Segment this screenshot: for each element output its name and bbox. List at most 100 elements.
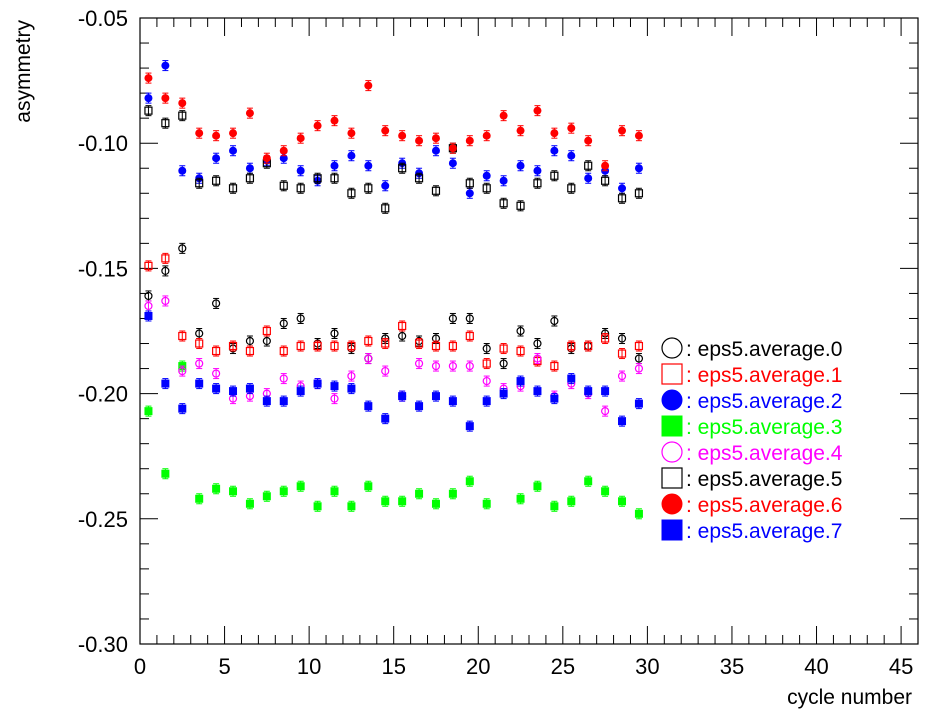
data-point xyxy=(431,186,441,195)
data-point xyxy=(448,144,457,153)
data-point xyxy=(567,184,576,193)
data-point xyxy=(448,159,457,168)
data-point xyxy=(178,244,187,253)
data-point xyxy=(144,407,153,416)
data-point xyxy=(550,316,559,326)
data-point xyxy=(431,499,440,508)
data-point xyxy=(533,179,542,188)
legend-marker xyxy=(661,389,683,411)
y-axis-tick-labels: -0.30 -0.25 -0.20 -0.15 -0.10 -0.05 xyxy=(78,6,128,657)
y-tick-label: -0.20 xyxy=(78,382,128,407)
data-point xyxy=(381,181,390,190)
data-point xyxy=(229,129,238,138)
data-point xyxy=(229,487,238,496)
data-point xyxy=(161,266,170,276)
data-point xyxy=(533,482,542,491)
data-point xyxy=(279,146,288,155)
data-point xyxy=(601,407,610,416)
y-tick-label: -0.05 xyxy=(78,6,128,31)
legend-marker xyxy=(661,441,683,463)
data-point xyxy=(178,366,187,376)
data-point xyxy=(347,189,356,198)
data-point xyxy=(617,349,627,358)
data-point xyxy=(364,81,373,90)
data-point xyxy=(415,489,424,498)
x-tick-label: 45 xyxy=(889,654,913,679)
data-point xyxy=(465,331,474,341)
data-point xyxy=(516,161,525,170)
data-point xyxy=(381,366,390,376)
x-tick-label: 10 xyxy=(297,654,321,679)
data-point xyxy=(279,319,288,328)
data-point xyxy=(381,414,390,423)
data-point xyxy=(448,397,457,406)
data-point xyxy=(465,477,474,486)
data-point xyxy=(364,354,373,363)
data-point xyxy=(245,109,254,118)
data-point xyxy=(415,136,424,145)
data-point xyxy=(482,184,491,193)
data-point xyxy=(381,204,390,213)
data-point xyxy=(567,497,576,506)
data-point xyxy=(212,346,221,356)
data-point xyxy=(330,174,339,183)
data-point xyxy=(330,116,339,125)
data-point xyxy=(567,341,576,351)
data-point xyxy=(617,334,627,343)
data-point xyxy=(465,361,474,371)
data-point xyxy=(381,339,390,348)
data-point xyxy=(347,151,356,160)
data-point xyxy=(516,346,525,356)
y-tick-label: -0.25 xyxy=(78,507,128,532)
data-point xyxy=(533,387,542,396)
data-point xyxy=(448,314,457,323)
data-point xyxy=(279,487,288,496)
data-point xyxy=(550,361,559,371)
data-point xyxy=(195,339,204,348)
x-tick-label: 5 xyxy=(218,654,230,679)
data-point xyxy=(567,374,576,383)
data-point xyxy=(296,314,305,323)
legend-marker xyxy=(661,415,683,437)
data-point xyxy=(195,379,204,388)
data-point xyxy=(296,166,305,175)
legend-label: : eps5.average.5 xyxy=(686,468,842,491)
data-point xyxy=(347,371,356,381)
data-point xyxy=(533,106,542,115)
x-axis-label: cycle number xyxy=(787,686,912,709)
data-point xyxy=(144,106,153,115)
data-point xyxy=(550,171,559,180)
series-3 xyxy=(144,360,643,520)
data-point xyxy=(618,417,627,426)
data-point xyxy=(296,341,305,351)
y-axis-label: asymmetry xyxy=(12,20,35,123)
data-point xyxy=(364,161,373,170)
data-point xyxy=(634,354,644,363)
data-point xyxy=(296,184,305,193)
data-point xyxy=(482,131,491,140)
data-point xyxy=(634,341,644,351)
data-point xyxy=(634,189,644,198)
data-point xyxy=(414,339,424,348)
legend-marker xyxy=(661,337,683,359)
data-point xyxy=(212,154,221,163)
data-point xyxy=(584,477,593,486)
data-point xyxy=(364,336,373,346)
data-point xyxy=(618,497,627,506)
data-point xyxy=(178,166,187,175)
data-point xyxy=(381,497,390,506)
data-point xyxy=(617,194,627,203)
legend: : eps5.average.0: eps5.average.1: eps5.a… xyxy=(661,337,843,543)
data-point xyxy=(499,359,508,368)
data-point xyxy=(144,301,153,311)
data-point xyxy=(398,497,407,506)
data-point xyxy=(195,179,204,188)
data-point xyxy=(296,134,305,143)
data-point xyxy=(296,482,305,491)
data-point xyxy=(465,422,474,431)
data-point xyxy=(161,61,170,70)
data-point xyxy=(398,131,407,140)
y-tick-label: -0.30 xyxy=(78,632,128,657)
data-point xyxy=(313,502,322,511)
